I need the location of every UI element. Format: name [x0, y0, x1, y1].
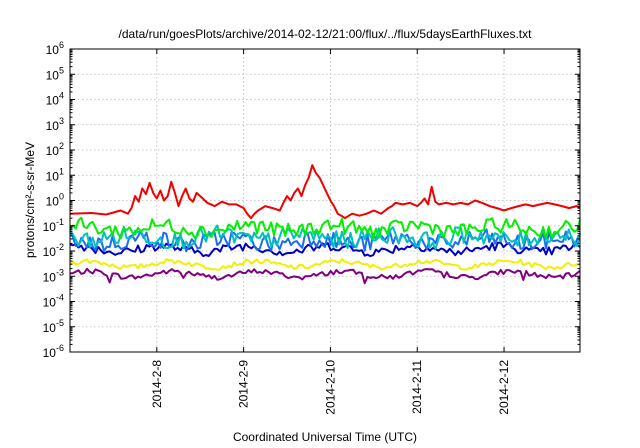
y-tick-label: 10-6 [43, 343, 64, 360]
y-tick-label: 104 [46, 91, 64, 108]
grid-lines [70, 49, 580, 352]
y-tick-label: 10-1 [43, 217, 64, 234]
y-tick-label: 101 [46, 166, 64, 183]
x-tick-label: 2014-2-12 [497, 360, 511, 415]
x-tick-label: 2014-2-11 [410, 360, 424, 414]
flux-series-line [69, 267, 581, 285]
x-tick-label: 2014-2-10 [323, 360, 337, 415]
x-axis: 2014-2-8 2014-2-9 2014-2-10 2014-2-11 2014-2… [150, 49, 511, 415]
x-tick-label: 2014-2-9 [237, 360, 251, 408]
flux-series-line [69, 224, 581, 250]
x-axis-label: Coordinated Universal Time (UTC) [233, 430, 417, 444]
y-tick-label: 10-2 [43, 242, 64, 259]
flux-series-line [69, 216, 581, 240]
flux-series-line [69, 164, 581, 220]
y-axis-label: protons/cm²-s-sr-MeV [23, 142, 37, 258]
y-tick-label: 102 [46, 141, 64, 158]
x-tick-label: 2014-2-8 [150, 360, 164, 408]
y-tick-label: 10-3 [43, 267, 64, 284]
y-axis: 10-6 10-5 10-4 10-3 10-2 10-1 100 101 102 103 104 1… [43, 40, 580, 360]
y-tick-label: 105 [46, 65, 64, 82]
chart-title: /data/run/goesPlots/archive/2014-02-12/2… [119, 27, 533, 41]
y-tick-label: 100 [46, 192, 64, 209]
y-tick-label: 103 [46, 116, 64, 133]
series-group [69, 164, 581, 285]
flux-series-line [69, 258, 581, 271]
y-tick-label: 10-4 [43, 293, 64, 310]
flux-series-line [69, 228, 581, 253]
y-tick-label: 106 [46, 40, 64, 57]
y-tick-label: 10-5 [43, 318, 64, 335]
